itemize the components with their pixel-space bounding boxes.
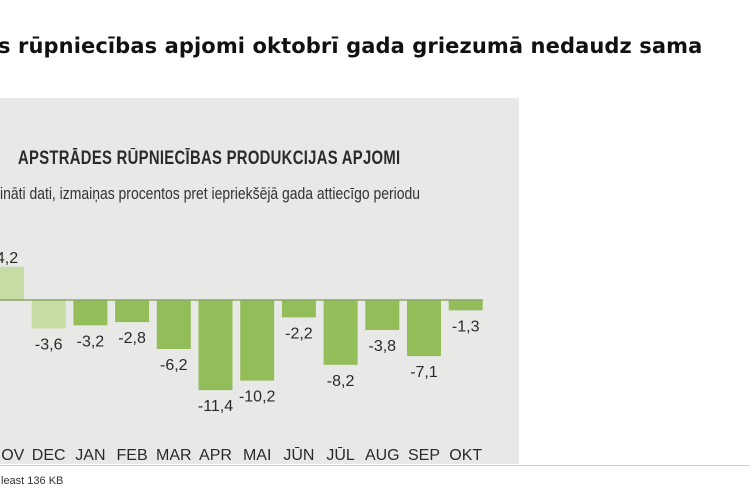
- bar-jan: [73, 300, 108, 326]
- status-bar: least 136 KB: [0, 465, 750, 501]
- value-label: -3,2: [77, 333, 105, 350]
- bar-aug: [365, 300, 400, 330]
- chart-figure: 4,2 NOV -3,6 DEC -3,2 JAN -2,8 FEB -6,2 MAR -11,4 A…: [0, 98, 519, 464]
- x-tick-label: DEC: [32, 447, 66, 464]
- bar-feb: [115, 300, 150, 323]
- chart-subtitle: ināti dati, izmaiņas procentos pret iepr…: [0, 184, 421, 203]
- value-label: -6,2: [160, 357, 188, 374]
- value-label: -8,2: [327, 373, 355, 390]
- value-label: -3,8: [369, 338, 397, 355]
- x-tick-label: MAR: [156, 447, 192, 464]
- bar-jūn: [281, 300, 316, 318]
- value-label: -2,2: [285, 325, 313, 342]
- chart-title: APSTRĀDES RŪPNIECĪBAS PRODUKCIJAS APJOMI: [18, 148, 401, 169]
- bar-mai: [240, 300, 275, 381]
- x-tick-label: SEP: [408, 447, 440, 464]
- value-label: -2,8: [118, 330, 146, 347]
- article-headline: s rūpniecības apjomi oktobrī gada griezu…: [0, 34, 703, 58]
- x-tick-label: JŪL: [326, 446, 355, 464]
- bar-jūl: [323, 300, 358, 365]
- bar-okt: [448, 300, 483, 311]
- bar-nov: [0, 266, 24, 300]
- x-tick-label: APR: [199, 447, 232, 464]
- value-label: -3,6: [35, 336, 63, 353]
- bar-mar: [156, 300, 191, 349]
- value-label: -11,4: [198, 398, 233, 415]
- x-tick-label: JAN: [75, 447, 105, 464]
- value-label: -10,2: [239, 389, 276, 406]
- bar-dec: [31, 300, 66, 329]
- status-text: least 136 KB: [1, 475, 64, 487]
- x-tick-label: NOV: [0, 447, 25, 464]
- x-tick-label: FEB: [117, 447, 148, 464]
- x-tick-label: OKT: [449, 447, 482, 464]
- value-label: -7,1: [410, 364, 438, 381]
- value-label: -1,3: [452, 318, 480, 335]
- value-label: 4,2: [0, 250, 18, 267]
- x-tick-label: MAI: [243, 447, 271, 464]
- bar-sep: [407, 300, 441, 357]
- x-tick-label: JŪN: [283, 446, 314, 464]
- bar-chart: 4,2 NOV -3,6 DEC -3,2 JAN -2,8 FEB -6,2 MAR -11,4 A…: [0, 250, 483, 464]
- x-tick-label: AUG: [365, 447, 400, 464]
- bar-apr: [198, 300, 233, 391]
